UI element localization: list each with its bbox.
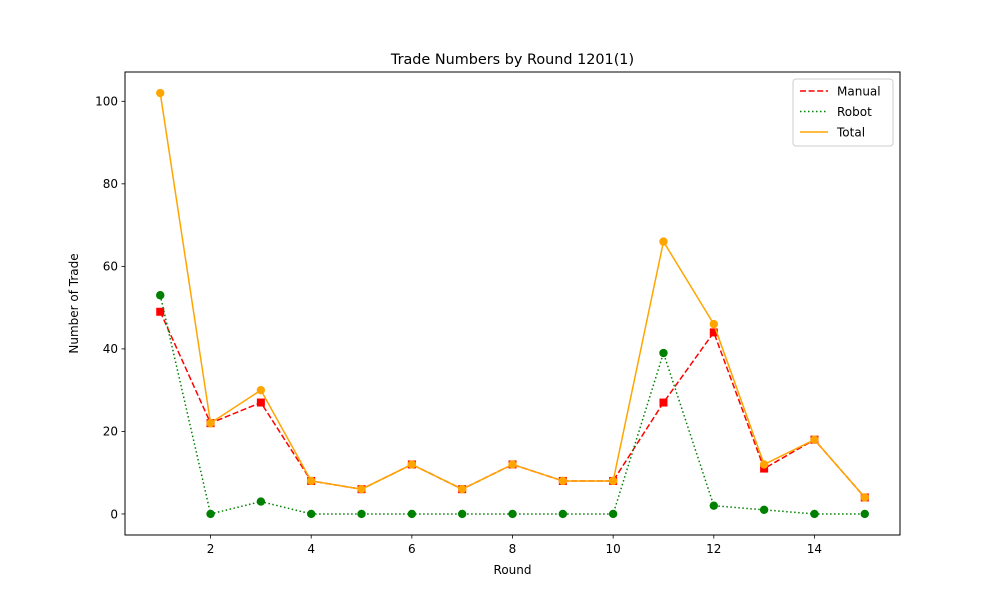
- data-point-robot: [256, 497, 266, 506]
- y-tick-label: 40: [103, 342, 118, 356]
- y-tick-label: 20: [103, 425, 118, 439]
- data-point-total: [206, 418, 215, 428]
- data-point-robot: [810, 509, 819, 519]
- data-point-total: [608, 476, 618, 486]
- data-point-robot: [357, 509, 366, 519]
- data-point-total: [357, 484, 366, 494]
- data-point-total: [307, 476, 316, 486]
- chart-title: Trade Numbers by Round 1201(1): [390, 52, 634, 68]
- data-point-robot: [608, 509, 618, 519]
- data-point-robot: [457, 509, 467, 519]
- data-point-total: [759, 460, 769, 469]
- x-axis-title: Round: [494, 563, 532, 577]
- x-tick-label: 14: [807, 542, 822, 556]
- plot-frame: [124, 71, 901, 536]
- x-tick-label: 8: [509, 542, 517, 556]
- data-point-total: [407, 460, 417, 469]
- data-point-total: [156, 88, 165, 98]
- series-line-manual: [159, 311, 866, 498]
- data-point-robot: [759, 505, 769, 515]
- data-point-total: [659, 237, 668, 246]
- y-tick-label: 80: [103, 177, 118, 191]
- plot-series: [156, 88, 869, 519]
- data-point-total: [709, 319, 718, 329]
- series-robot: [156, 291, 869, 519]
- legend-label-manual: Manual: [837, 85, 881, 99]
- data-point-manual: [709, 328, 718, 337]
- y-tick-label: 60: [103, 260, 118, 274]
- data-point-total: [508, 460, 517, 469]
- legend-box: [792, 78, 894, 147]
- y-axis-ticks: 0 20 40 60 80 100: [95, 95, 125, 521]
- data-point-robot: [558, 509, 568, 519]
- series-total: [156, 88, 869, 502]
- legend: Manual Robot Total: [792, 78, 894, 147]
- data-point-manual: [256, 398, 265, 407]
- data-point-robot: [407, 509, 417, 519]
- data-point-robot: [307, 509, 316, 519]
- x-axis-ticks: 2 4 6 8 10 12 14: [207, 535, 822, 556]
- data-point-robot: [156, 291, 165, 300]
- x-tick-label: 2: [207, 542, 215, 556]
- x-tick-label: 6: [408, 542, 416, 556]
- data-point-total: [810, 435, 819, 444]
- data-point-total: [256, 385, 266, 395]
- data-point-total: [558, 476, 568, 486]
- data-point-total: [457, 484, 467, 494]
- y-axis-title: Number of Trade: [67, 253, 81, 353]
- data-point-total: [860, 493, 869, 502]
- data-point-manual: [156, 307, 165, 316]
- y-tick-label: 100: [95, 95, 118, 109]
- data-point-robot: [508, 509, 517, 519]
- x-tick-label: 4: [307, 542, 315, 556]
- x-tick-label: 10: [606, 542, 621, 556]
- data-point-robot: [860, 509, 869, 519]
- data-point-robot: [659, 348, 668, 358]
- legend-label-robot: Robot: [837, 105, 872, 119]
- data-point-robot: [709, 501, 718, 510]
- y-tick-label: 0: [110, 507, 118, 521]
- data-point-manual: [659, 398, 668, 407]
- x-tick-label: 12: [706, 542, 721, 556]
- data-point-robot: [206, 509, 215, 519]
- legend-label-total: Total: [836, 126, 865, 140]
